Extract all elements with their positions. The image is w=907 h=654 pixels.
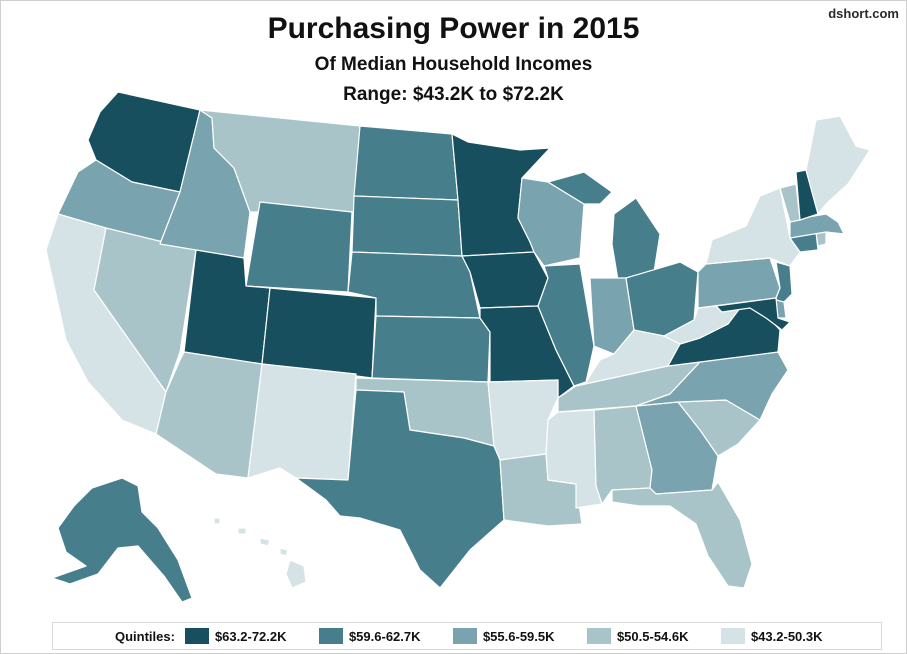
legend-swatch — [586, 628, 611, 644]
legend-label: $43.2-50.3K — [750, 628, 823, 644]
legend: Quintiles: $63.2-72.2K $59.6-62.7K $55.6… — [52, 622, 882, 650]
chart-range: Range: $43.2K to $72.2K — [343, 84, 564, 105]
state-maine — [805, 115, 871, 215]
state-kansas — [371, 315, 491, 383]
state-illinois — [537, 263, 595, 387]
state-new-mexico — [247, 363, 357, 481]
chart-subtitle: Of Median Household Incomes — [314, 54, 593, 75]
legend-swatch — [184, 628, 209, 644]
chart-title: Purchasing Power in 2015 — [267, 12, 640, 45]
state-massachusetts — [789, 213, 845, 239]
state-texas — [295, 389, 505, 589]
state-north-dakota — [353, 125, 459, 201]
state-florida — [611, 481, 753, 589]
legend-label: $59.6-62.7K — [348, 628, 421, 644]
state-south-dakota — [351, 195, 463, 257]
legend-label: $55.6-59.5K — [482, 628, 555, 644]
legend-item: $55.6-59.5K — [452, 628, 579, 644]
source-credit: dshort.com — [828, 6, 899, 21]
legend-item: $59.6-62.7K — [318, 628, 445, 644]
state-colorado — [261, 287, 377, 379]
state-hawaii — [213, 517, 307, 589]
legend-label: $50.5-54.6K — [616, 628, 689, 644]
legend-label: $63.2-72.2K — [214, 628, 287, 644]
legend-item: $63.2-72.2K — [184, 628, 311, 644]
legend-item: $43.2-50.3K — [720, 628, 847, 644]
state-maryland — [715, 297, 791, 331]
legend-swatch — [720, 628, 745, 644]
legend-swatch — [452, 628, 477, 644]
legend-item: $50.5-54.6K — [586, 628, 713, 644]
legend-swatch — [318, 628, 343, 644]
state-alaska — [51, 477, 193, 603]
legend-title: Quintiles: — [115, 628, 175, 644]
state-wyoming — [245, 201, 353, 293]
